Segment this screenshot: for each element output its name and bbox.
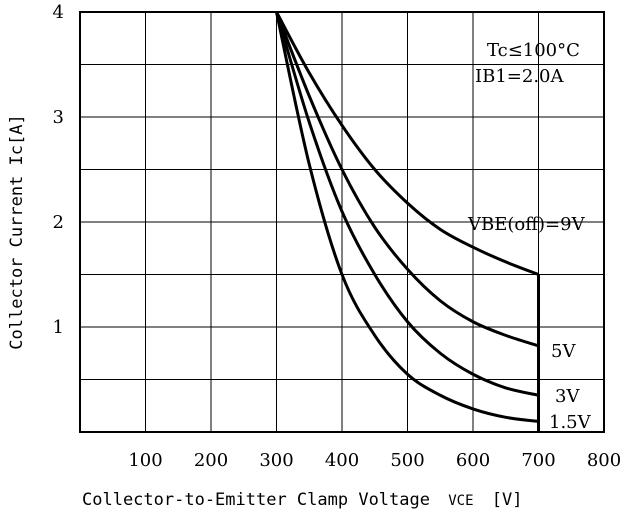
y-tick-label: 4 xyxy=(53,2,64,23)
x-tick-label: 600 xyxy=(456,450,490,471)
condition-temperature: Tc≤100°C xyxy=(487,40,580,61)
y-axis-label: Collector Current Ic[A] xyxy=(7,114,27,349)
series-curve-1-5v xyxy=(275,11,539,423)
plot-frame xyxy=(79,11,605,433)
x-tick-label: 700 xyxy=(521,450,555,471)
grid-lines xyxy=(80,12,604,432)
x-tick-label: 200 xyxy=(194,450,228,471)
x-axis-label: Collector-to-Emitter Clamp Voltage VCE [… xyxy=(82,490,523,510)
x-tick-label: 800 xyxy=(587,450,621,471)
y-tick-label: 1 xyxy=(53,317,64,338)
y-tick-label: 3 xyxy=(53,107,64,128)
x-tick-label: 300 xyxy=(259,450,293,471)
x-tick-label: 500 xyxy=(390,450,424,471)
series-curve-5v xyxy=(275,11,539,348)
x-axis-label-unit: [V] xyxy=(492,490,523,510)
condition-base-current: IB1=2.0A xyxy=(475,66,564,87)
series-label-3v: 3V xyxy=(555,386,580,407)
series-curve-3v xyxy=(275,11,539,397)
series-label-1-5v: 1.5V xyxy=(549,412,592,433)
y-tick-label: 2 xyxy=(53,212,64,233)
series-label-5v: 5V xyxy=(551,341,576,362)
series-label-9v: VBE(off)=9V xyxy=(467,214,586,235)
series-curve-9v xyxy=(275,11,540,276)
tick-labels: 100 200 300 400 500 600 700 800 1 2 3 4 xyxy=(53,2,622,471)
x-axis-label-text: Collector-to-Emitter Clamp Voltage xyxy=(82,490,430,510)
x-tick-label: 400 xyxy=(325,450,359,471)
x-tick-label: 100 xyxy=(128,450,162,471)
x-axis-label-symbol: VCE xyxy=(448,493,473,509)
series-curves xyxy=(275,11,540,432)
